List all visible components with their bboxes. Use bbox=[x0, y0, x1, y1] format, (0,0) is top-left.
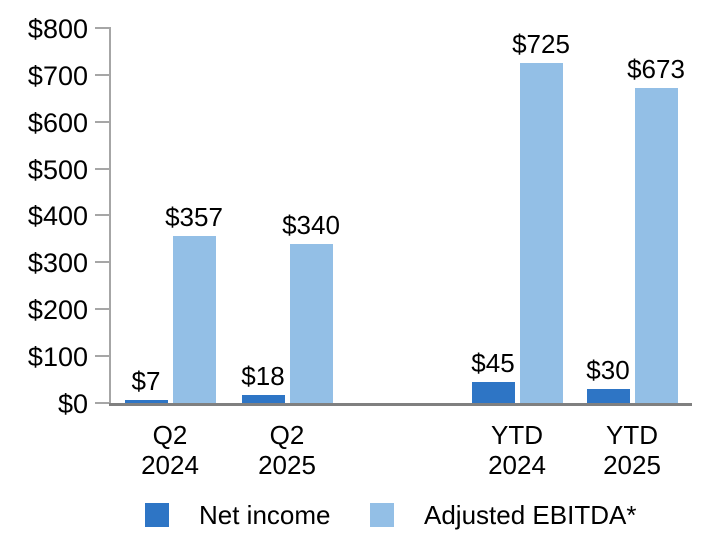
bar-net-income-0 bbox=[124, 400, 168, 403]
x-category-line2: 2025 bbox=[603, 450, 661, 480]
bar-adjusted-ebitda-0 bbox=[172, 236, 216, 403]
legend-swatch bbox=[370, 503, 394, 527]
legend-label: Adjusted EBITDA* bbox=[424, 500, 637, 530]
y-tick-label: $700 bbox=[27, 61, 88, 91]
y-tick-label: $800 bbox=[27, 14, 88, 44]
legend-item-net-income: Net income bbox=[145, 500, 331, 530]
x-category-line1: Q2 bbox=[269, 420, 305, 450]
y-axis-line bbox=[109, 27, 111, 406]
legend-label: Net income bbox=[199, 500, 331, 530]
x-category-line2: 2024 bbox=[488, 450, 546, 480]
bar-adjusted-ebitda-1 bbox=[289, 244, 333, 403]
bar-adjusted-ebitda-3 bbox=[634, 88, 678, 403]
bar-value-label: $30 bbox=[586, 355, 630, 385]
y-tick-label: $400 bbox=[27, 201, 88, 231]
bar-value-label: $45 bbox=[471, 348, 515, 378]
bar-net-income-3 bbox=[586, 389, 630, 403]
y-tick-mark bbox=[95, 402, 111, 404]
y-tick-label: $200 bbox=[27, 295, 88, 325]
legend-item-adjusted-ebitda: Adjusted EBITDA* bbox=[370, 500, 636, 530]
bar-adjusted-ebitda-2 bbox=[519, 63, 563, 403]
y-tick-mark bbox=[95, 121, 111, 123]
bar-value-label: $725 bbox=[512, 29, 570, 59]
y-tick-label: $300 bbox=[27, 248, 88, 278]
y-tick-label: $600 bbox=[27, 108, 88, 138]
x-category-line1: YTD bbox=[491, 420, 543, 450]
bar-value-label: $18 bbox=[241, 361, 285, 391]
y-tick-label: $100 bbox=[27, 342, 88, 372]
x-category-line2: 2025 bbox=[258, 450, 316, 480]
x-category-label: YTD 2025 bbox=[562, 420, 702, 480]
y-tick-mark bbox=[95, 27, 111, 29]
y-tick-mark bbox=[95, 261, 111, 263]
y-tick-label: $0 bbox=[57, 389, 88, 419]
x-category-line1: Q2 bbox=[152, 420, 188, 450]
x-category-label: Q2 2025 bbox=[217, 420, 357, 480]
bar-value-label: $357 bbox=[165, 202, 223, 232]
y-tick-mark bbox=[95, 168, 111, 170]
x-axis-baseline bbox=[109, 403, 692, 406]
y-tick-label: $500 bbox=[27, 155, 88, 185]
bar-value-label: $673 bbox=[627, 54, 685, 84]
x-category-line1: YTD bbox=[606, 420, 658, 450]
y-tick-mark bbox=[95, 308, 111, 310]
bar-value-label: $7 bbox=[131, 366, 161, 396]
x-category-label: Q2 2024 bbox=[100, 420, 240, 480]
bar-net-income-2 bbox=[471, 382, 515, 403]
y-tick-mark bbox=[95, 214, 111, 216]
x-category-label: YTD 2024 bbox=[447, 420, 587, 480]
bar-value-label: $340 bbox=[282, 210, 340, 240]
legend-swatch bbox=[145, 503, 169, 527]
y-tick-mark bbox=[95, 74, 111, 76]
bar-net-income-1 bbox=[241, 395, 285, 403]
y-tick-mark bbox=[95, 355, 111, 357]
x-category-line2: 2024 bbox=[141, 450, 199, 480]
